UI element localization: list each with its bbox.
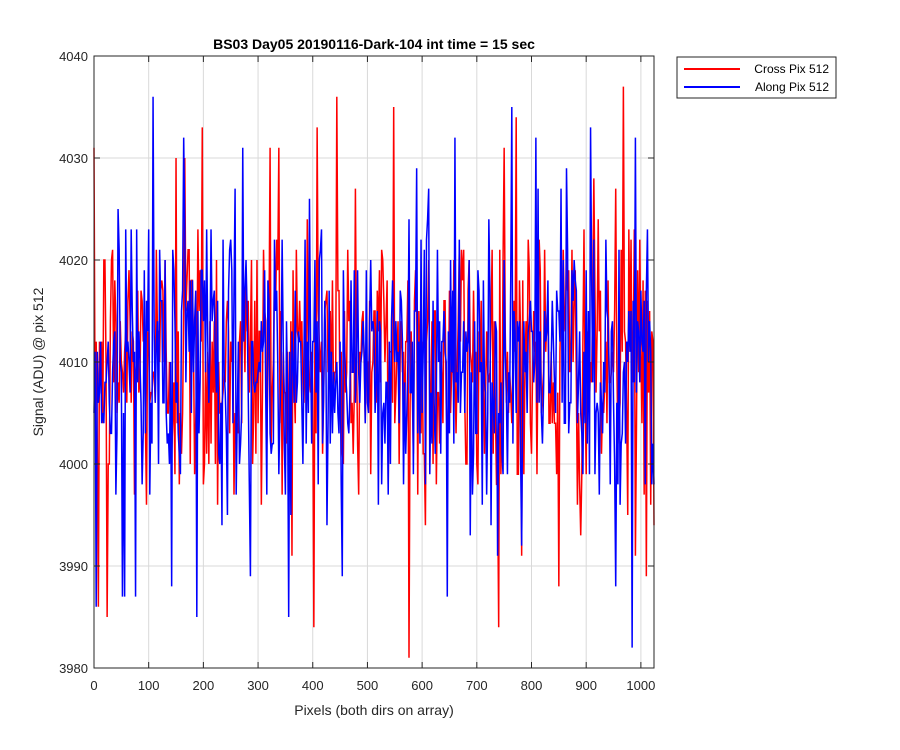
ticks: 0 100 200 300 400 500 600 700 800 900 1000 3980 3990…	[59, 49, 655, 693]
y-tick-label: 3980	[59, 661, 88, 676]
legend-entry-along: Along Pix 512	[755, 80, 829, 94]
x-tick-label: 700	[466, 678, 488, 693]
series-layer	[93, 86, 655, 658]
x-tick-label: 400	[302, 678, 324, 693]
x-axis-label: Pixels (both dirs on array)	[294, 702, 454, 718]
x-tick-label: 600	[411, 678, 433, 693]
y-axis-label: Signal (ADU) @ pix 512	[30, 287, 46, 436]
y-tick-label: 4010	[59, 355, 88, 370]
x-tick-label: 100	[138, 678, 160, 693]
y-tick-label: 4030	[59, 151, 88, 166]
x-tick-label: 300	[247, 678, 269, 693]
legend-box	[676, 56, 837, 99]
x-tick-label: 500	[357, 678, 379, 693]
x-tick-label: 900	[575, 678, 597, 693]
x-tick-label: 0	[90, 678, 97, 693]
chart-title: BS03 Day05 20190116-Dark-104 int time = …	[213, 36, 535, 52]
x-tick-label: 800	[521, 678, 543, 693]
series-line-1	[93, 96, 655, 648]
legend: Cross Pix 512 Along Pix 512	[676, 56, 837, 99]
legend-entry-cross: Cross Pix 512	[754, 62, 829, 76]
x-tick-label: 1000	[626, 678, 655, 693]
y-tick-label: 4020	[59, 253, 88, 268]
y-tick-label: 4040	[59, 49, 88, 64]
y-tick-label: 3990	[59, 559, 88, 574]
y-tick-label: 4000	[59, 457, 88, 472]
x-tick-label: 200	[193, 678, 215, 693]
